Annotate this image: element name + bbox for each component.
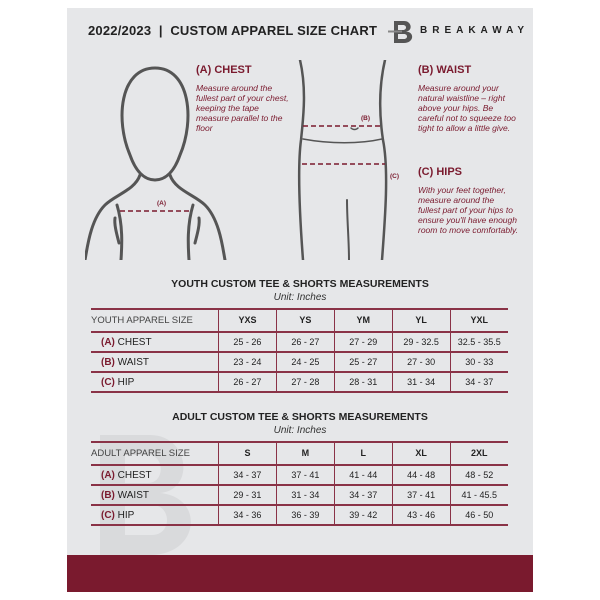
row-letter: (A) xyxy=(101,336,115,348)
measurement-cell: 34 - 37 xyxy=(218,464,277,486)
row-letter: (B) xyxy=(101,356,115,368)
header-row: ADULT APPAREL SIZE S M L XL 2XL xyxy=(91,441,508,466)
row-label: (B) WAIST xyxy=(91,484,219,506)
row-label: (A) CHEST xyxy=(91,331,219,353)
measurement-cell: 31 - 34 xyxy=(391,371,451,393)
measurement-cell: 31 - 34 xyxy=(275,484,335,506)
size-column-header: YXL xyxy=(449,308,508,333)
size-header-label: ADULT APPAREL SIZE xyxy=(91,441,219,466)
size-column-header: M xyxy=(275,441,335,466)
table-row: (C) HIP 34 - 36 36 - 39 39 - 42 43 - 46 46 - … xyxy=(91,504,508,526)
measurement-cell: 34 - 37 xyxy=(333,484,393,506)
size-column-header: L xyxy=(333,441,393,466)
chest-heading: (A) CHEST xyxy=(196,64,252,76)
body-diagram xyxy=(85,60,388,260)
measurement-cell: 24 - 25 xyxy=(275,351,335,373)
chest-marker: (A) xyxy=(157,200,167,207)
header-row: YOUTH APPAREL SIZE YXS YS YM YL YXL xyxy=(91,308,508,333)
measurement-cell: 25 - 27 xyxy=(333,351,393,373)
adult-size-table: ADULT APPAREL SIZE S M L XL 2XL (A) CHEST 34 - … xyxy=(91,441,508,526)
waist-heading: (B) WAIST xyxy=(418,64,472,76)
row-label: (B) WAIST xyxy=(91,351,219,373)
table-row: (B) WAIST 23 - 24 24 - 25 25 - 27 27 - 30 30 … xyxy=(91,351,508,373)
size-column-header: YS xyxy=(275,308,335,333)
measurement-cell: 39 - 42 xyxy=(333,504,393,526)
breakaway-logo-icon xyxy=(388,21,413,43)
measurement-cell: 26 - 27 xyxy=(275,331,335,353)
measurement-cell: 23 - 24 xyxy=(218,351,277,373)
row-measure: HIP xyxy=(117,376,135,388)
measurement-cell: 28 - 31 xyxy=(333,371,393,393)
measurement-cell: 27 - 28 xyxy=(275,371,335,393)
youth-unit: Unit: Inches xyxy=(273,292,327,303)
measurement-cell: 37 - 41 xyxy=(275,464,335,486)
measurement-cell: 27 - 29 xyxy=(333,331,393,353)
hips-description: With your feet together, measure around … xyxy=(418,185,518,235)
table-row: (C) HIP 26 - 27 27 - 28 28 - 31 31 - 34 34 - … xyxy=(91,371,508,393)
hips-heading: (C) HIPS xyxy=(418,166,462,178)
row-letter: (A) xyxy=(101,469,115,481)
adult-unit: Unit: Inches xyxy=(273,425,327,436)
row-label: (C) HIP xyxy=(91,504,219,526)
waist-marker: (B) xyxy=(361,115,371,122)
size-column-header: YXS xyxy=(218,308,277,333)
chest-description: Measure around the fullest part of your … xyxy=(196,83,289,133)
row-measure: WAIST xyxy=(117,489,149,501)
page-title: 2022/2023 | CUSTOM APPAREL SIZE CHART xyxy=(88,23,378,38)
measurement-cell: 29 - 32.5 xyxy=(391,331,451,353)
adult-table-title: ADULT CUSTOM TEE & SHORTS MEASUREMENTS xyxy=(172,411,428,423)
measurement-cell: 29 - 31 xyxy=(218,484,277,506)
row-measure: CHEST xyxy=(117,336,152,348)
size-column-header: S xyxy=(218,441,277,466)
measurement-cell: 26 - 27 xyxy=(218,371,277,393)
table-row: (B) WAIST 29 - 31 31 - 34 34 - 37 37 - 41 41 … xyxy=(91,484,508,506)
measurement-cell: 34 - 37 xyxy=(449,371,508,393)
row-label: (C) HIP xyxy=(91,371,219,393)
measurement-cell: 34 - 36 xyxy=(218,504,277,526)
waist-description: Measure around your natural waistline – … xyxy=(418,83,516,133)
row-letter: (C) xyxy=(101,376,115,388)
hips-marker: (C) xyxy=(390,173,400,180)
size-column-header: YL xyxy=(391,308,451,333)
row-measure: HIP xyxy=(117,509,135,521)
footer-bar xyxy=(67,555,533,592)
row-measure: WAIST xyxy=(117,356,149,368)
row-measure: CHEST xyxy=(117,469,152,481)
brand-name: BREAKAWAY xyxy=(420,25,530,36)
measurement-cell: 27 - 30 xyxy=(391,351,451,373)
row-letter: (C) xyxy=(101,509,115,521)
measurement-cell: 37 - 41 xyxy=(391,484,451,506)
table-row: (A) CHEST 34 - 37 37 - 41 41 - 44 44 - 48 48 … xyxy=(91,464,508,486)
measurement-cell: 41 - 45.5 xyxy=(449,484,508,506)
measurement-cell: 48 - 52 xyxy=(449,464,508,486)
size-column-header: XL xyxy=(391,441,451,466)
measurement-cell: 25 - 26 xyxy=(218,331,277,353)
size-column-header: 2XL xyxy=(449,441,508,466)
measurement-cell: 41 - 44 xyxy=(333,464,393,486)
measurement-cell: 32.5 - 35.5 xyxy=(449,331,508,353)
youth-table-title: YOUTH CUSTOM TEE & SHORTS MEASUREMENTS xyxy=(171,278,429,290)
measurement-cell: 46 - 50 xyxy=(449,504,508,526)
size-header-label: YOUTH APPAREL SIZE xyxy=(91,308,219,333)
row-letter: (B) xyxy=(101,489,115,501)
measurement-cell: 43 - 46 xyxy=(391,504,451,526)
measurement-cell: 30 - 33 xyxy=(449,351,508,373)
measurement-cell: 36 - 39 xyxy=(275,504,335,526)
measurement-cell: 44 - 48 xyxy=(391,464,451,486)
row-label: (A) CHEST xyxy=(91,464,219,486)
youth-size-table: YOUTH APPAREL SIZE YXS YS YM YL YXL (A) CHEST 2… xyxy=(91,308,508,393)
size-column-header: YM xyxy=(333,308,393,333)
table-row: (A) CHEST 25 - 26 26 - 27 27 - 29 29 - 32.5 3… xyxy=(91,331,508,353)
